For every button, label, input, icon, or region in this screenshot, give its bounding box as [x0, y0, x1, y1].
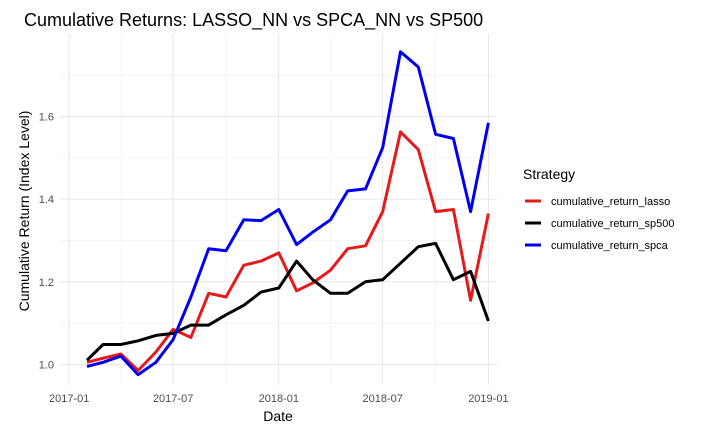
x-axis-ticks: 2017-01 2017-07 2018-01 2018-07 2019-01: [49, 393, 509, 405]
legend: Strategy cumulative_return_lassocumulati…: [523, 166, 675, 252]
y-tick-label: 1.4: [39, 194, 54, 206]
series-line-cumulative-return-sp500: [85, 241, 490, 362]
legend-item: cumulative_return_lasso: [525, 196, 670, 208]
legend-item: cumulative_return_spca: [525, 240, 669, 252]
grid: [60, 34, 497, 385]
x-tick-label: 2018-01: [259, 393, 299, 405]
plot-series: [85, 50, 490, 377]
y-axis-ticks: 1.0 1.2 1.4 1.6: [39, 112, 54, 372]
legend-items: cumulative_return_lasso cumulative_return…: [525, 196, 675, 252]
chart-title: Cumulative Returns: LASSO_NN vs SPCA_NN …: [24, 10, 483, 31]
x-tick-label: 2017-01: [49, 393, 89, 405]
x-axis-title: Date: [263, 408, 293, 424]
x-tick-label: 2019-01: [468, 393, 508, 405]
y-tick-label: 1.2: [39, 277, 54, 289]
legend-label: cumulative_return_spca: [551, 240, 669, 252]
series-line-cumulative-return-lasso: [86, 130, 490, 372]
legend-label: cumulative_return_sp500: [551, 218, 675, 230]
y-tick-label: 1.6: [39, 112, 54, 124]
legend-label: cumulative_return_lasso: [551, 196, 670, 208]
series-line-cumulative-return-spca: [86, 50, 490, 377]
legend-title: Strategy: [523, 166, 575, 182]
y-axis-title: Cumulative Return (Index Level): [16, 111, 32, 312]
x-tick-label: 2017-07: [153, 393, 193, 405]
y-tick-label: 1.0: [39, 359, 54, 371]
legend-item: cumulative_return_sp500: [525, 218, 675, 230]
x-tick-label: 2018-07: [363, 393, 403, 405]
